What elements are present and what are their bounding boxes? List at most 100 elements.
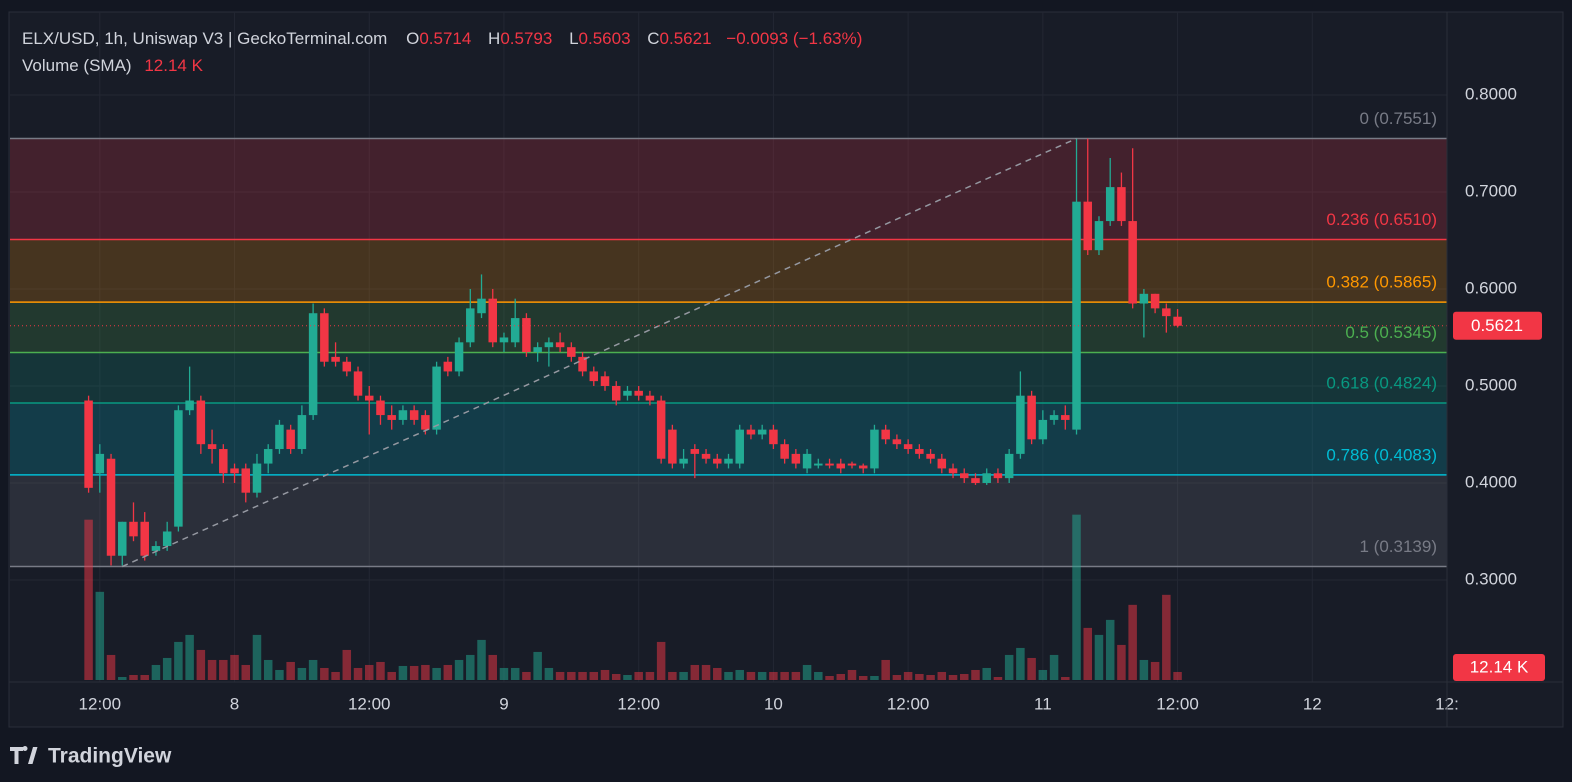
volume-bar [544,667,554,680]
volume-bar [870,675,879,680]
candle-body [207,444,217,450]
candle-body [1027,395,1036,440]
candle-body [993,473,1003,479]
candle-body [881,429,890,440]
volume-bar [1072,514,1081,680]
candle-body [690,449,700,454]
candle-body [836,463,846,469]
candle-body [544,342,554,348]
candle-body [286,429,295,450]
fib-band [10,352,1447,404]
x-tick-label: 12:00 [1156,694,1199,713]
volume-bar [454,659,464,680]
y-tick-label: 0.3000 [1465,569,1517,588]
candle-body [960,473,969,479]
fib-band [10,138,1447,240]
candle-body [1049,415,1059,420]
brand-name: TradingView [48,745,172,768]
volume-value: 12.14 K [144,56,203,75]
volume-bar [735,669,744,680]
candle-body [443,361,453,372]
volume-bar [993,676,1003,680]
volume-bar [1105,619,1115,680]
candle-body [106,458,116,556]
volume-bar [1162,594,1171,680]
candle-body [387,415,396,420]
brand-logo[interactable]: TradingView [10,745,172,768]
ohlc-value: 0.5621 [660,29,712,48]
volume-bar [780,671,789,680]
volume-bar [106,654,116,680]
volume-bar [881,659,890,680]
volume-bar [589,671,599,680]
volume-bar [971,669,980,680]
volume-pane [84,514,1182,680]
candle-body [409,410,419,420]
candle-body [814,463,823,466]
volume-bar [1027,657,1036,680]
candle-body [252,463,262,493]
ohlc-label: H [488,29,500,48]
x-tick-label: 10 [764,694,783,713]
volume-bar [421,664,430,680]
volume-bar [241,664,251,680]
candle-body [454,342,464,372]
candle-body [937,458,947,469]
volume-bar [499,667,509,680]
volume-bar [1083,627,1092,680]
y-tick-label: 0.6000 [1465,278,1517,297]
candle-body [162,531,172,547]
candle-body [275,424,284,450]
volume-bar [522,671,531,680]
candle-body [230,468,239,474]
candle-body [488,298,497,343]
volume-bar [151,664,161,680]
volume-bar [1049,654,1059,680]
candle-body [151,546,161,551]
volume-bar [488,654,497,680]
volume-bar [679,671,688,680]
candle-body [1117,187,1126,222]
candle-body [1139,293,1149,304]
volume-bar [555,671,565,680]
candle-body [757,429,767,435]
candle-body [477,298,486,314]
volume-bar [275,669,284,680]
candle-body [84,400,93,488]
volume-bar [353,667,363,680]
candle-body [892,439,902,445]
volume-bar [477,639,486,680]
volume-label: Volume (SMA) [22,56,132,75]
price-tag [1453,311,1542,340]
candle-body [219,449,228,474]
candle-body [196,400,206,445]
price-tag-label: 0.5621 [1471,316,1523,335]
volume-bar [219,659,228,680]
candle-body [870,429,879,469]
volume-bar [95,591,105,680]
volume-bar [286,661,295,680]
x-tick-label: 12:00 [79,694,122,713]
chart-frame [8,11,1564,728]
fib-label: 0.382 (0.5865) [1326,273,1437,292]
ohlc-label: L [569,29,578,48]
candle-body [263,449,273,464]
volume-bar [656,641,666,680]
volume-bar [948,674,958,680]
candle-body [376,400,385,416]
candle-body [701,453,711,459]
candle-body [1094,221,1104,251]
candle-body [1061,415,1070,420]
candle-body [297,415,307,450]
volume-bar [623,674,632,680]
volume-bar [915,673,924,680]
candle-body [1173,316,1182,326]
volume-bar [668,671,677,680]
symbol: ELX/USD, 1h, Uniswap V3 | GeckoTerminal.… [22,29,387,48]
ohlc-label: O [406,29,419,48]
volume-tag [1453,654,1545,681]
volume-bar [701,664,711,680]
fib-label: 1 (0.3139) [1360,537,1438,556]
candle-body [915,449,924,454]
